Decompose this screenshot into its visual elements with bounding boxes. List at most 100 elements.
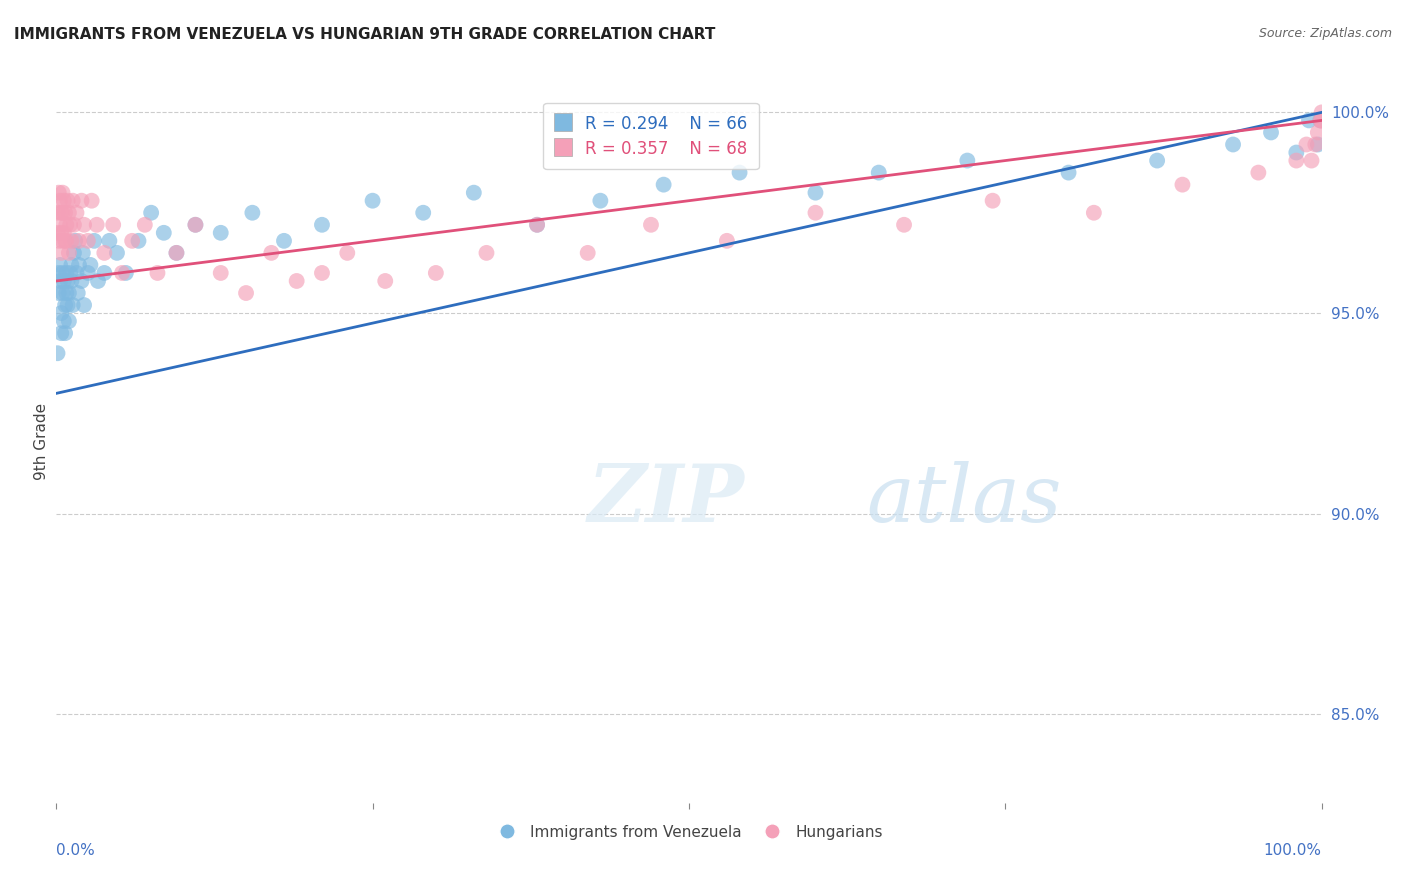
Point: [70, 194, 93, 208]
Point: [73, 218, 96, 232]
Point: [67, 258, 90, 272]
Point: [52, 286, 75, 301]
Point: [1146, 153, 1168, 168]
Point: [127, 234, 149, 248]
Point: [111, 266, 134, 280]
Point: [184, 218, 207, 232]
Point: [166, 246, 188, 260]
Point: [46, 206, 69, 220]
Point: [1309, 113, 1331, 128]
Text: Source: ZipAtlas.com: Source: ZipAtlas.com: [1258, 27, 1392, 40]
Y-axis label: 9th Grade: 9th Grade: [34, 403, 49, 480]
Point: [56, 274, 79, 288]
Point: [70, 274, 93, 288]
Point: [58, 246, 80, 260]
Point: [526, 218, 548, 232]
Point: [1285, 145, 1308, 160]
Point: [1295, 137, 1317, 152]
Point: [425, 266, 447, 280]
Point: [475, 246, 498, 260]
Point: [103, 218, 124, 232]
Point: [56, 194, 79, 208]
Point: [1247, 166, 1270, 180]
Point: [868, 166, 890, 180]
Point: [242, 206, 264, 220]
Point: [893, 218, 915, 232]
Point: [1310, 113, 1333, 128]
Point: [48, 286, 70, 301]
Point: [65, 206, 87, 220]
Point: [52, 234, 75, 248]
Point: [184, 218, 207, 232]
Point: [49, 218, 72, 232]
Point: [166, 246, 188, 260]
Point: [589, 194, 612, 208]
Legend: Immigrants from Venezuela, Hungarians: Immigrants from Venezuela, Hungarians: [489, 819, 889, 846]
Point: [98, 234, 121, 248]
Point: [652, 178, 675, 192]
Point: [141, 206, 162, 220]
Text: 100.0%: 100.0%: [1264, 843, 1322, 857]
Point: [58, 206, 80, 220]
Point: [72, 246, 94, 260]
Point: [66, 286, 89, 301]
Point: [311, 266, 333, 280]
Point: [336, 246, 359, 260]
Point: [59, 266, 82, 280]
Point: [55, 286, 77, 301]
Point: [48, 186, 70, 200]
Point: [311, 218, 333, 232]
Point: [76, 266, 98, 280]
Text: 0.0%: 0.0%: [56, 843, 96, 857]
Point: [51, 246, 73, 260]
Point: [49, 194, 72, 208]
Point: [1310, 105, 1333, 120]
Point: [52, 194, 75, 208]
Point: [1309, 113, 1331, 128]
Point: [52, 314, 75, 328]
Point: [273, 234, 295, 248]
Text: IMMIGRANTS FROM VENEZUELA VS HUNGARIAN 9TH GRADE CORRELATION CHART: IMMIGRANTS FROM VENEZUELA VS HUNGARIAN 9…: [14, 27, 716, 42]
Point: [52, 266, 75, 280]
Point: [576, 246, 599, 260]
Point: [48, 234, 70, 248]
Point: [52, 206, 75, 220]
Point: [63, 246, 86, 260]
Point: [46, 226, 69, 240]
Point: [134, 218, 156, 232]
Point: [52, 226, 75, 240]
Point: [1260, 126, 1282, 140]
Point: [209, 266, 232, 280]
Point: [55, 234, 77, 248]
Point: [59, 218, 82, 232]
Point: [1306, 126, 1329, 140]
Text: atlas: atlas: [866, 460, 1062, 538]
Point: [93, 246, 115, 260]
Text: ZIP: ZIP: [588, 460, 745, 538]
Point: [51, 326, 73, 341]
Point: [804, 186, 827, 200]
Point: [526, 218, 548, 232]
Point: [53, 326, 76, 341]
Point: [60, 258, 83, 272]
Point: [1083, 206, 1105, 220]
Point: [1057, 166, 1080, 180]
Point: [1285, 153, 1308, 168]
Point: [53, 234, 76, 248]
Point: [1310, 113, 1333, 128]
Point: [1301, 153, 1323, 168]
Point: [46, 346, 69, 360]
Point: [285, 274, 308, 288]
Point: [63, 218, 86, 232]
Point: [83, 234, 105, 248]
Point: [51, 306, 73, 320]
Point: [48, 266, 70, 280]
Point: [1306, 137, 1329, 152]
Point: [60, 234, 83, 248]
Point: [53, 206, 76, 220]
Point: [58, 314, 80, 328]
Point: [93, 266, 115, 280]
Point: [1171, 178, 1194, 192]
Point: [235, 286, 257, 301]
Point: [67, 234, 90, 248]
